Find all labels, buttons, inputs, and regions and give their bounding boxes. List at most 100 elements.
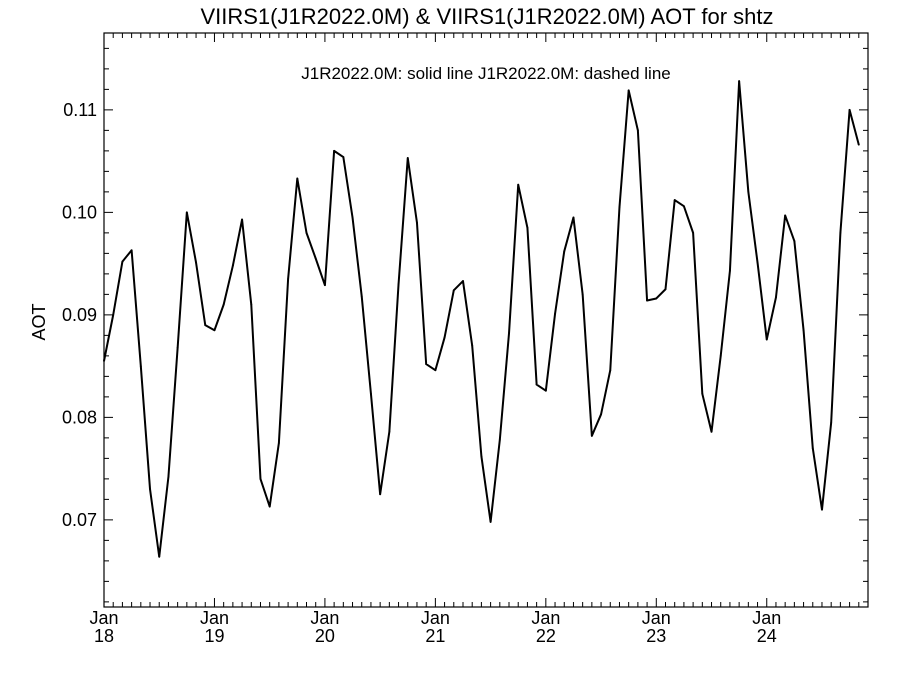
- x-tick-label-year: 21: [425, 626, 445, 646]
- data-point: [314, 257, 317, 260]
- data-point: [554, 312, 556, 315]
- data-point: [508, 332, 510, 335]
- data-point: [277, 442, 280, 444]
- data-point: [526, 226, 529, 229]
- data-point: [627, 89, 630, 92]
- data-point: [498, 439, 501, 441]
- data-point: [802, 329, 805, 332]
- data-point: [480, 455, 483, 458]
- data-point: [222, 303, 225, 306]
- data-point: [139, 365, 142, 368]
- x-tick-label-year: 22: [536, 626, 556, 646]
- y-tick-label: 0.11: [63, 100, 97, 120]
- plot-frame: [103, 32, 869, 608]
- data-point: [673, 199, 676, 201]
- data-point: [462, 280, 464, 282]
- y-tick-labels: 0.07 0.08 0.09 0.10 0.11: [62, 100, 97, 530]
- data-point: [572, 216, 575, 219]
- x-tick-label-year: 18: [94, 626, 114, 646]
- data-point: [784, 214, 787, 217]
- x-tick-label-month: Jan: [89, 608, 118, 628]
- y-tick-label: 0.08: [62, 407, 97, 427]
- data-point: [351, 216, 354, 219]
- data-point: [692, 231, 695, 234]
- data-point: [250, 303, 253, 306]
- data-point: [379, 493, 382, 496]
- data-point: [324, 284, 326, 287]
- data-point: [158, 555, 161, 558]
- data-point: [176, 346, 179, 349]
- x-tick-label-month: Jan: [642, 608, 671, 628]
- data-point: [434, 369, 437, 372]
- x-tick-label-year: 19: [204, 626, 224, 646]
- data-point: [333, 149, 336, 152]
- data-point: [719, 354, 722, 357]
- series-line-solid: [103, 80, 860, 558]
- data-point: [775, 296, 777, 299]
- data-point: [747, 190, 750, 193]
- axis-ticks: [103, 33, 869, 607]
- y-tick-label: 0.09: [62, 305, 97, 325]
- data-point: [185, 211, 188, 214]
- x-tick-label-month: Jan: [752, 608, 781, 628]
- data-point: [830, 421, 833, 424]
- data-point: [609, 369, 612, 372]
- data-point: [443, 336, 446, 339]
- data-point: [231, 264, 234, 267]
- data-point: [811, 447, 814, 450]
- data-point: [655, 297, 658, 300]
- data-point: [195, 261, 197, 264]
- data-point: [204, 324, 207, 327]
- chart-title: VIIRS1(J1R2022.0M) & VIIRS1(J1R2022.0M) …: [200, 4, 773, 29]
- data-point: [664, 288, 667, 291]
- x-tick-label-year: 24: [757, 626, 777, 646]
- data-point: [360, 295, 363, 298]
- data-point: [416, 221, 418, 224]
- data-point: [765, 338, 768, 341]
- data-point: [425, 363, 428, 365]
- x-tick-label-month: Jan: [531, 608, 560, 628]
- data-point: [103, 360, 105, 362]
- y-axis-label: AOT: [29, 303, 49, 340]
- data-point: [213, 329, 216, 332]
- data-point: [793, 240, 796, 242]
- data-point: [149, 488, 151, 491]
- y-tick-label: 0.10: [62, 202, 97, 222]
- data-point: [370, 392, 372, 395]
- data-point: [857, 143, 860, 146]
- data-point: [241, 218, 243, 221]
- data-point: [821, 508, 823, 511]
- data-point: [452, 289, 455, 292]
- series-group: [103, 80, 860, 558]
- y-tick-label: 0.07: [62, 510, 97, 530]
- data-point: [130, 249, 133, 252]
- x-tick-label-month: Jan: [310, 608, 339, 628]
- data-point: [710, 430, 713, 433]
- data-point: [590, 434, 593, 437]
- data-point: [729, 269, 731, 272]
- data-point: [738, 80, 741, 83]
- data-point: [406, 157, 409, 159]
- data-point: [618, 206, 621, 209]
- data-point: [397, 283, 400, 286]
- data-point: [544, 389, 547, 392]
- x-tick-label-year: 20: [315, 626, 335, 646]
- data-point: [259, 477, 262, 480]
- data-point: [305, 231, 308, 234]
- data-point: [636, 129, 639, 132]
- data-point: [471, 344, 474, 347]
- data-point: [646, 299, 648, 302]
- data-point: [296, 177, 299, 180]
- data-point: [167, 475, 170, 478]
- data-point: [112, 313, 115, 316]
- data-point: [489, 521, 492, 523]
- data-point: [268, 505, 271, 508]
- data-point: [581, 293, 584, 296]
- data-point: [342, 156, 345, 158]
- data-point: [701, 392, 704, 395]
- data-point: [563, 250, 566, 253]
- line-style-annotation: J1R2022.0M: solid line J1R2022.0M: dashe…: [301, 64, 671, 83]
- data-point: [388, 430, 391, 433]
- data-point: [287, 278, 289, 280]
